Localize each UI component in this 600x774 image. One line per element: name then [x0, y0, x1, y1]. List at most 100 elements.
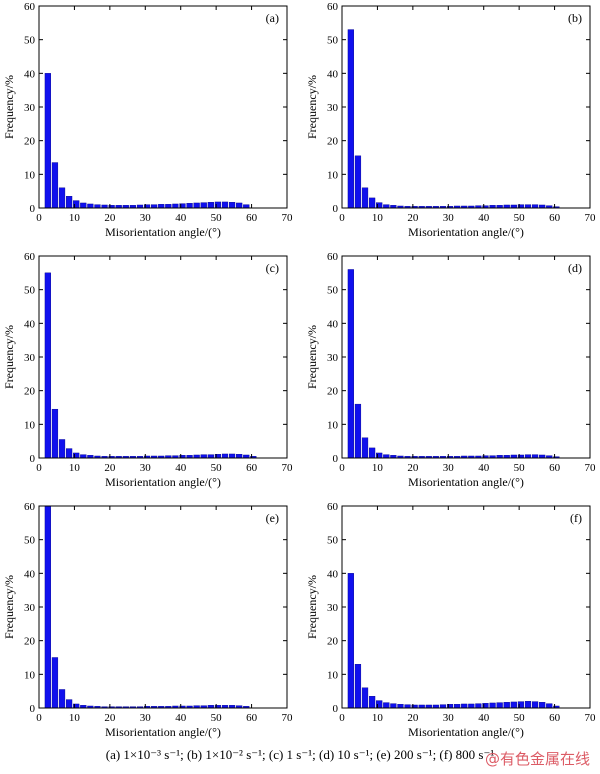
y-tick-label: 60 — [24, 501, 36, 513]
bar — [354, 155, 362, 209]
y-tick-label: 60 — [24, 1, 36, 13]
y-axis-label: Frequency/% — [305, 325, 319, 389]
x-tick-label: 0 — [36, 212, 42, 224]
x-tick-label: 10 — [372, 712, 384, 724]
x-tick-label: 70 — [585, 712, 597, 724]
y-tick-label: 10 — [327, 169, 339, 181]
chart-panel-2: 0 10 20 30 40 50 60 70 0 10 20 30 40 50 60 Misorientati… — [305, 1, 596, 239]
bar — [193, 202, 200, 209]
x-tick-label: 60 — [246, 212, 258, 224]
y-axis-label: Frequency/% — [2, 75, 16, 139]
bar — [439, 704, 447, 709]
y-tick-label: 40 — [327, 68, 339, 80]
bar — [347, 573, 354, 709]
bar — [361, 187, 369, 209]
x-tick-label: 50 — [514, 462, 526, 474]
bar — [200, 454, 207, 459]
bar — [369, 447, 376, 459]
y-tick-label: 0 — [30, 703, 36, 715]
x-tick-label: 40 — [478, 212, 490, 224]
y-tick-label: 0 — [30, 203, 36, 215]
y-tick-label: 50 — [24, 35, 36, 47]
panel-label: (e) — [266, 511, 279, 525]
y-tick-label: 60 — [327, 501, 339, 513]
bar — [44, 505, 51, 709]
bar — [221, 453, 229, 459]
x-tick-label: 30 — [140, 712, 152, 724]
y-tick-label: 20 — [24, 386, 36, 398]
x-axis-label: Misorientation angle/(°) — [408, 225, 524, 239]
x-tick-label: 20 — [104, 712, 116, 724]
y-tick-label: 50 — [24, 285, 36, 297]
x-tick-label: 20 — [407, 712, 419, 724]
x-axis-label: Misorientation angle/(°) — [105, 725, 221, 739]
figure-caption: (a) 1×10⁻³ s⁻¹; (b) 1×10⁻² s⁻¹; (c) 1 s⁻… — [105, 747, 495, 762]
plot-frame — [341, 505, 591, 709]
y-axis-label: Frequency/% — [2, 325, 16, 389]
plot-frame — [38, 5, 288, 209]
x-tick-label: 30 — [140, 212, 152, 224]
y-tick-label: 30 — [24, 102, 36, 114]
bar — [468, 703, 475, 709]
x-tick-label: 40 — [478, 462, 490, 474]
x-tick-label: 50 — [514, 712, 526, 724]
y-tick-label: 20 — [24, 636, 36, 648]
bar — [531, 204, 539, 209]
plot-frame — [341, 5, 591, 209]
y-tick-label: 10 — [24, 419, 36, 431]
chart-panel-5: 0 10 20 30 40 50 60 70 0 10 20 30 40 50 60 Misorientati… — [2, 501, 293, 739]
y-tick-label: 20 — [24, 136, 36, 148]
bar — [80, 454, 87, 459]
y-axis-label: Frequency/% — [2, 575, 16, 639]
bar — [66, 699, 73, 709]
x-tick-label: 40 — [175, 712, 187, 724]
x-tick-label: 10 — [69, 462, 81, 474]
x-axis-label: Misorientation angle/(°) — [408, 475, 524, 489]
bar — [44, 73, 51, 209]
x-tick-label: 60 — [549, 462, 561, 474]
y-tick-label: 10 — [327, 419, 339, 431]
x-tick-label: 70 — [585, 462, 597, 474]
y-tick-label: 50 — [327, 535, 339, 547]
panel-label: (b) — [568, 11, 582, 25]
y-tick-label: 10 — [24, 169, 36, 181]
y-tick-label: 40 — [24, 568, 36, 580]
bar — [503, 702, 510, 709]
x-tick-label: 20 — [407, 212, 419, 224]
bar — [524, 204, 532, 209]
x-tick-label: 30 — [443, 212, 455, 224]
bar — [66, 448, 73, 459]
y-tick-label: 0 — [333, 703, 339, 715]
y-tick-label: 60 — [327, 251, 339, 263]
bar — [207, 454, 214, 459]
x-tick-label: 0 — [36, 462, 42, 474]
bar — [51, 162, 59, 209]
x-tick-label: 10 — [372, 212, 384, 224]
x-tick-label: 10 — [69, 212, 81, 224]
chart-panel-6: 0 10 20 30 40 50 60 70 0 10 20 30 40 50 60 Misorientati… — [305, 501, 596, 739]
x-tick-label: 50 — [211, 212, 223, 224]
bar — [151, 204, 158, 209]
y-tick-label: 30 — [327, 352, 339, 364]
x-tick-label: 70 — [282, 462, 294, 474]
y-tick-label: 50 — [327, 35, 339, 47]
watermark: @有色金属在线 — [484, 750, 590, 768]
bar — [236, 202, 243, 209]
x-tick-label: 0 — [339, 462, 345, 474]
bar — [243, 204, 250, 209]
y-tick-label: 0 — [333, 203, 339, 215]
x-tick-label: 50 — [211, 462, 223, 474]
x-tick-label: 0 — [339, 212, 345, 224]
x-tick-label: 0 — [339, 712, 345, 724]
x-tick-label: 30 — [140, 462, 152, 474]
x-tick-label: 60 — [246, 712, 258, 724]
bar — [51, 657, 59, 709]
bar — [165, 204, 172, 209]
x-tick-label: 40 — [175, 212, 187, 224]
plot-frame — [38, 505, 288, 709]
panel-label: (c) — [266, 261, 279, 275]
x-tick-label: 10 — [69, 712, 81, 724]
bar — [510, 701, 517, 709]
bar — [524, 454, 532, 459]
